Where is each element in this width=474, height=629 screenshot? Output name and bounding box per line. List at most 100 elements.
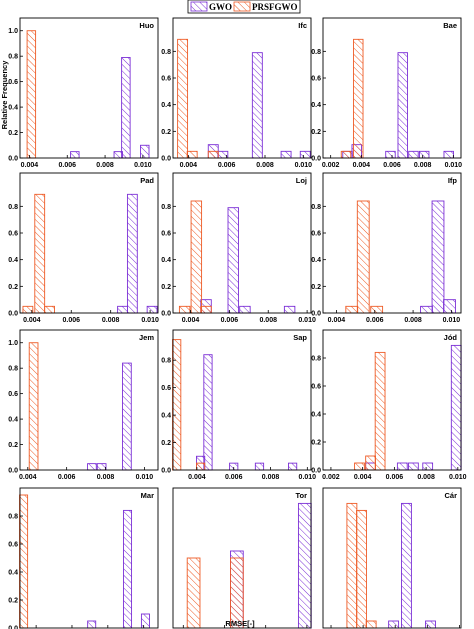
x-tick-label: 0.004 xyxy=(188,474,206,481)
x-axis-label: RMSE[-] xyxy=(225,619,255,628)
x-tick-label: 0.008 xyxy=(96,162,114,169)
bar-gwo xyxy=(385,150,396,159)
y-tick-label: 0.6 xyxy=(8,391,18,398)
x-tick-label: 0.004 xyxy=(21,162,39,169)
bar-prsfgwo xyxy=(346,502,358,629)
x-tick-label: 0.008 xyxy=(256,162,274,169)
y-tick-label: 0.0 xyxy=(8,311,18,318)
panel-title: Huo xyxy=(139,21,154,30)
bar-gwo xyxy=(450,344,462,471)
panel-title: Cár xyxy=(444,491,457,500)
bar-gwo xyxy=(422,462,434,471)
x-tick-label: 0.010 xyxy=(136,474,154,481)
x-tick-label: 0.010 xyxy=(449,474,467,481)
bar-gwo xyxy=(408,150,419,159)
y-tick-label: 0.8 xyxy=(311,49,321,56)
bar-gwo xyxy=(239,305,251,314)
x-tick-label: 0.008 xyxy=(259,317,277,324)
y-tick-label: 0.8 xyxy=(161,204,171,211)
plot-frame xyxy=(322,172,462,314)
y-tick-label: 0.2 xyxy=(161,129,171,136)
bar-gwo xyxy=(280,150,292,159)
bar-gwo xyxy=(251,52,263,159)
x-tick-label: 0.006 xyxy=(383,162,401,169)
bar-gwo xyxy=(96,463,107,471)
bar-gwo xyxy=(70,151,80,159)
x-tick-label: 0.002 xyxy=(322,162,340,169)
plot-frame xyxy=(322,329,462,471)
bar-prsfgwo xyxy=(28,342,39,471)
plot-frame xyxy=(19,487,159,629)
bar-gwo xyxy=(121,57,131,159)
bar-gwo xyxy=(87,620,97,629)
y-tick-label: 0.2 xyxy=(161,440,171,447)
y-tick-label: 0.0 xyxy=(161,156,171,163)
x-tick-label: 0.008 xyxy=(414,162,432,169)
y-tick-label: 0.6 xyxy=(161,76,171,83)
y-tick-label: 1.0 xyxy=(8,28,18,35)
x-tick-label: 0.004 xyxy=(354,474,372,481)
y-tick-label: 0.0 xyxy=(8,626,18,629)
legend: GWO PRSFGWO xyxy=(187,0,301,14)
y-tick-label: 0.4 xyxy=(8,257,18,264)
y-tick-label: 0.2 xyxy=(8,442,18,449)
panel-title: Ifc xyxy=(298,21,307,30)
bar-gwo xyxy=(443,299,456,314)
y-tick-label: 0.6 xyxy=(8,542,18,549)
bar-gwo xyxy=(227,207,239,314)
bar-gwo xyxy=(388,620,400,629)
x-tick-label: 0.006 xyxy=(386,474,404,481)
panel-title: Pad xyxy=(140,176,154,185)
y-tick-label: 0.8 xyxy=(311,356,321,363)
bar-gwo xyxy=(288,462,298,471)
y-tick-label: 0.4 xyxy=(161,102,171,109)
panel-ifp: 0.004 0.006 0.008 0.010 0.0 0.2 0.4 0.6 0.8 Ifp xyxy=(311,172,462,324)
y-tick-label: 0.0 xyxy=(311,311,321,318)
bar-prsfgwo xyxy=(186,557,201,629)
plot-frame xyxy=(322,17,462,159)
panel-title: Mar xyxy=(141,491,154,500)
panel-ifc: 0.004 0.006 0.008 0.010 0.0 0.2 0.4 0.6 0.8 Ifc xyxy=(161,17,313,169)
y-tick-label: 0.2 xyxy=(311,284,321,291)
y-tick-label: 0.0 xyxy=(311,156,321,163)
bar-prsfgwo xyxy=(26,30,37,159)
panel-title: Jem xyxy=(139,333,154,342)
x-tick-label: 0.010 xyxy=(295,162,313,169)
y-tick-label: 0.4 xyxy=(8,417,18,424)
bar-prsfgwo xyxy=(172,339,182,471)
y-tick-label: 0.4 xyxy=(8,105,18,112)
panels: 0.004 0.006 0.008 0.0100.00.20.40.60.81.0Hu… xyxy=(8,17,467,629)
y-tick-label: 0.2 xyxy=(8,284,18,291)
x-tick-label: 0.010 xyxy=(298,317,316,324)
y-tick-label: 0.8 xyxy=(8,366,18,373)
x-tick-label: 0.006 xyxy=(58,474,76,481)
bar-gwo xyxy=(397,52,408,159)
panel-jem: 0.004 0.006 0.008 0.010 0.0 0.2 0.4 0.6 0.8 1.0 Je… xyxy=(8,329,159,481)
bar-gwo xyxy=(408,462,419,471)
panel-huo: 0.004 0.006 0.008 0.010 0.0 0.2 0.4 0.6 0.8 1.0 Hu… xyxy=(8,17,159,169)
legend-swatch-prsfgwo xyxy=(233,1,251,12)
x-tick-label: 0.006 xyxy=(225,474,243,481)
y-tick-label: 0.8 xyxy=(8,54,18,61)
x-tick-label: 0.006 xyxy=(218,162,236,169)
bar-gwo xyxy=(123,509,133,629)
x-tick-label: 0.004 xyxy=(19,474,37,481)
bar-gwo xyxy=(299,150,311,159)
x-tick-label: 0.004 xyxy=(328,317,346,324)
x-tick-label: 0.004 xyxy=(353,162,371,169)
y-tick-label: 0.8 xyxy=(311,204,321,211)
x-tick-label: 0.010 xyxy=(299,474,317,481)
x-tick-label: 0.004 xyxy=(180,162,198,169)
bar-prsfgwo xyxy=(207,150,219,159)
panel-title: Jód xyxy=(444,333,458,342)
panel-pad: 0.004 0.006 0.008 0.010 0.0 0.2 0.4 0.6 0.8 Pad xyxy=(8,172,159,324)
bar-prsfgwo xyxy=(370,305,384,314)
bar-prsfgwo xyxy=(356,200,370,314)
y-tick-label: 1.0 xyxy=(8,340,18,347)
bar-gwo xyxy=(126,193,138,314)
bar-prsfgwo xyxy=(22,305,34,314)
y-tick-label: 0.4 xyxy=(311,257,321,264)
bar-prsfgwo xyxy=(196,462,206,471)
bar-prsfgwo xyxy=(34,193,46,314)
